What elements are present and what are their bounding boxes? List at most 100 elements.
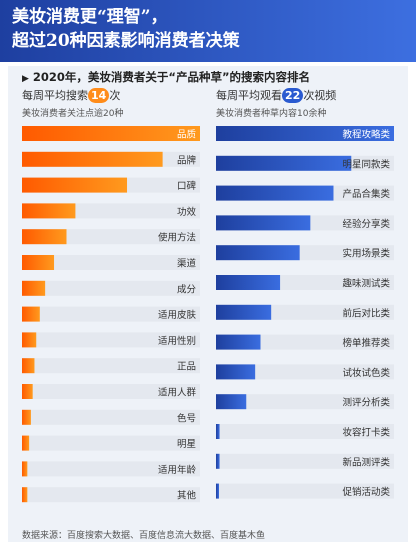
left-bar-track xyxy=(22,358,200,374)
right-bar xyxy=(216,364,256,380)
right-bar-track xyxy=(216,424,394,439)
right-bar-row: 新品测评类 xyxy=(216,453,394,469)
left-bar-row: 适用皮肤 xyxy=(22,306,200,322)
right-bar-label: 教程攻略类 xyxy=(342,129,390,141)
header-banner: 美妆消费更“理智”， 超过20种因素影响消费者决策 xyxy=(0,0,416,62)
chart-subtitle-text: 2020年，美妆消费者关于“产品种草”的搜索内容排名 xyxy=(32,70,311,84)
left-bar xyxy=(22,409,31,425)
right-bar-label: 趣味测试类 xyxy=(342,278,390,290)
left-bar xyxy=(22,229,67,245)
right-bar-label: 促销活动类 xyxy=(342,486,390,498)
left-bar-row: 使用方法 xyxy=(22,229,200,245)
left-bar-row: 渠道 xyxy=(22,255,200,270)
right-bar-label: 新品测评类 xyxy=(342,456,390,468)
left-bar-track xyxy=(22,461,200,477)
right-bar xyxy=(216,453,220,469)
data-source: 数据来源：百度搜索大数据、百度信息流大数据、百度基木鱼 xyxy=(22,531,266,541)
left-head-suffix: 次 xyxy=(109,89,121,102)
right-bar-row: 趣味测试类 xyxy=(216,275,394,290)
left-bar-label: 明星 xyxy=(177,439,196,450)
right-bar xyxy=(216,126,394,141)
left-bar xyxy=(22,126,200,141)
left-bar-row: 适用年龄 xyxy=(22,461,200,477)
left-bar-label: 口碑 xyxy=(177,180,197,192)
left-bar-track xyxy=(22,332,200,348)
left-bar-row: 适用性别 xyxy=(22,332,200,348)
left-head-count-badge: 14 xyxy=(88,88,110,103)
left-bar-row: 明星 xyxy=(22,435,200,451)
right-bar-label: 产品合集类 xyxy=(342,188,390,200)
right-bar xyxy=(216,304,272,320)
left-bar xyxy=(22,461,28,477)
triangle-bullet-icon: ▶ xyxy=(22,74,29,84)
left-bar-label: 成分 xyxy=(177,283,197,295)
left-bar xyxy=(22,487,28,503)
left-bar-row: 口碑 xyxy=(22,177,200,193)
right-head-suffix: 次视频 xyxy=(303,89,337,102)
left-bar xyxy=(22,332,37,348)
left-bar xyxy=(22,280,46,296)
right-bar-label: 前后对比类 xyxy=(342,307,390,319)
right-bar-row: 试妆试色类 xyxy=(216,364,394,380)
left-bar-label: 品质 xyxy=(177,129,197,141)
left-bar-track xyxy=(22,280,200,296)
left-bar-row: 正品 xyxy=(22,358,200,374)
right-bar xyxy=(216,215,311,231)
left-bar xyxy=(22,435,30,451)
right-head-prefix: 每周平均观看 xyxy=(216,89,282,102)
left-bar xyxy=(22,177,128,193)
left-bar-label: 使用方法 xyxy=(158,232,196,244)
left-bar-row: 成分 xyxy=(22,280,200,296)
left-bar-label: 渠道 xyxy=(177,258,197,270)
left-bar-track xyxy=(22,255,200,270)
left-bar-track xyxy=(22,384,200,399)
left-bar-track xyxy=(22,306,200,322)
left-bar-label: 色号 xyxy=(177,412,196,424)
chart-subtitle: ▶ 2020年，美妆消费者关于“产品种草”的搜索内容排名 xyxy=(22,69,310,85)
right-bar-label: 榜单推荐类 xyxy=(342,337,390,349)
right-bar xyxy=(216,245,300,261)
right-bar-track xyxy=(216,364,394,380)
right-bar-row: 促销活动类 xyxy=(216,483,394,499)
left-bar-row: 其他 xyxy=(22,487,200,503)
header-title-line1: 美妆消费更“理智”， xyxy=(12,7,168,27)
left-bar-label: 品牌 xyxy=(177,154,197,166)
right-bar-label: 测评分析类 xyxy=(342,397,390,409)
right-bar xyxy=(216,394,247,410)
left-bar-label: 其他 xyxy=(177,490,197,502)
right-bar-row: 测评分析类 xyxy=(216,394,394,410)
right-bar-label: 试妆试色类 xyxy=(342,367,390,379)
left-bar xyxy=(22,306,40,322)
header-title-line2: 超过20种因素影响消费者决策 xyxy=(12,31,240,51)
right-bar-row: 产品合集类 xyxy=(216,185,394,201)
right-bar xyxy=(216,185,334,201)
right-bar-label: 妆容打卡类 xyxy=(342,427,390,439)
right-panel-head: 每周平均观看 22 次视频 xyxy=(216,87,336,103)
left-bar-row: 适用人群 xyxy=(22,384,200,399)
left-bar xyxy=(22,255,55,270)
left-bar-row: 品牌 xyxy=(22,151,200,167)
left-bar-track xyxy=(22,435,200,451)
right-bar-label: 实用场景类 xyxy=(342,248,390,260)
left-bar-track xyxy=(22,409,200,425)
right-bar-row: 经验分享类 xyxy=(216,215,394,231)
right-bar xyxy=(216,275,281,290)
left-bar xyxy=(22,151,163,167)
left-bar xyxy=(22,358,35,374)
left-bar-label: 适用性别 xyxy=(158,335,196,347)
left-bar xyxy=(22,384,33,399)
left-bar-row: 功效 xyxy=(22,203,200,219)
right-bar-row: 明星同款类 xyxy=(216,155,394,171)
right-bar-row: 妆容打卡类 xyxy=(216,424,394,439)
right-panel-note: 美妆消费者种草内容10余种 xyxy=(216,109,327,119)
right-bar xyxy=(216,483,219,499)
right-bar-row: 实用场景类 xyxy=(216,245,394,261)
right-bar xyxy=(216,155,352,171)
left-head-prefix: 每周平均搜索 xyxy=(22,89,88,102)
right-head-count-badge: 22 xyxy=(282,88,304,103)
right-bar-label: 明星同款类 xyxy=(342,158,390,170)
right-bar-track xyxy=(216,483,394,499)
right-bar-row: 前后对比类 xyxy=(216,304,394,320)
right-bar-label: 经验分享类 xyxy=(342,218,390,230)
